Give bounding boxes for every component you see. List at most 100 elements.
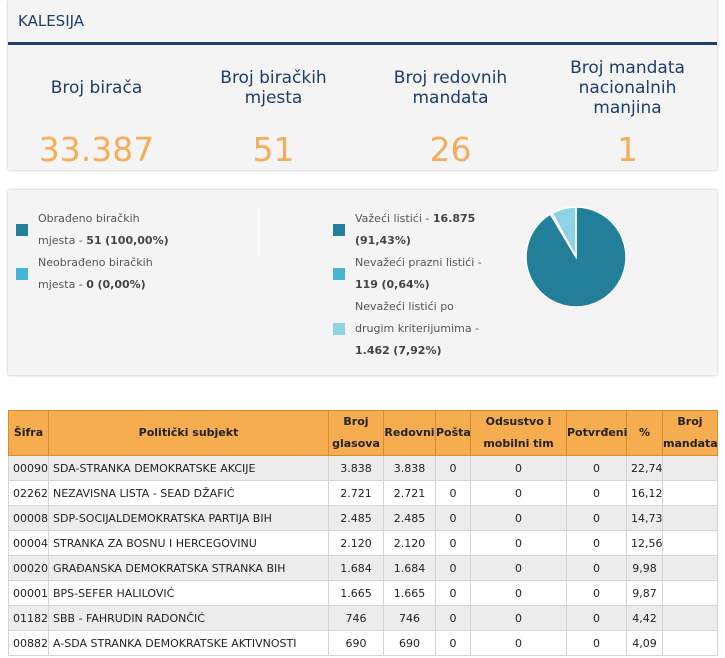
table-cell: 0 <box>566 480 627 506</box>
table-cell: 00008 <box>8 505 49 531</box>
table-cell <box>662 630 718 656</box>
column-header: Broj mandata <box>662 410 718 456</box>
table-cell: 0 <box>435 630 471 656</box>
legend-swatch <box>333 224 345 236</box>
pie-chart <box>525 206 627 308</box>
table-cell: 02262 <box>8 480 49 506</box>
table-cell: SBB - FAHRUDIN RADONČIĆ <box>48 605 329 631</box>
table-cell: 1.684 <box>383 555 436 581</box>
legend-swatch <box>333 323 345 335</box>
stat-label: Broj biračkih mjesta <box>220 68 327 108</box>
legend-name: Nevažeći listići po drugim kriterijumima… <box>355 300 480 335</box>
table-cell: 0 <box>566 530 627 556</box>
table-cell: 01182 <box>8 605 49 631</box>
table-row: 00001 BPS-SEFER HALILOVIĆ 1.665 1.665 0 0 0 9,8… <box>8 580 718 606</box>
table-cell: 0 <box>435 605 471 631</box>
table-cell: GRAĐANSKA DEMOKRATSKA STRANKA BIH <box>48 555 329 581</box>
legend-count: 16.875 <box>432 212 476 225</box>
table-cell <box>662 605 718 631</box>
table-cell: 2.485 <box>383 505 436 531</box>
legend-swatch <box>16 268 28 280</box>
results-table: Šifra Politički subjekt Broj glasova Redovn… <box>8 410 718 656</box>
legend-name: Obrađeno biračkih mjesta - <box>38 212 140 247</box>
table-cell: 00001 <box>8 580 49 606</box>
legend-item: Neobrađeno biračkih mjesta - 0 (0,00%) <box>38 252 178 296</box>
table-cell <box>662 555 718 581</box>
table-cell: 1.665 <box>383 580 436 606</box>
table-cell: 2.721 <box>328 480 384 506</box>
table-cell: 746 <box>383 605 436 631</box>
legend-item: Nevažeći listići po drugim kriterijumima… <box>355 296 495 362</box>
legend-percent: (0,64%) <box>381 278 430 291</box>
table-cell: 1.665 <box>328 580 384 606</box>
table-cell: 0 <box>566 630 627 656</box>
summary-panel: KALESIJA Broj birača 33.387 Broj biračkih … <box>8 0 717 170</box>
table-row: 02262 NEZAVISNA LISTA - SEAD DŽAFIĆ 2.721 2… <box>8 480 718 506</box>
pie-slice <box>551 206 577 258</box>
column-header: Odsustvo i mobilni tim <box>470 410 567 456</box>
table-cell: 9,87 <box>626 580 663 606</box>
column-header: Pošta <box>435 410 471 456</box>
legend-name: Nevažeći prazni listići - <box>355 256 482 269</box>
table-cell: 746 <box>328 605 384 631</box>
table-cell: 16,12 <box>626 480 663 506</box>
table-cell: 0 <box>435 455 471 481</box>
table-cell: 0 <box>435 555 471 581</box>
table-row: 00090 SDA-STRANKA DEMOKRATSKE AKCIJE 3.838… <box>8 455 718 481</box>
table-cell: 690 <box>328 630 384 656</box>
table-cell: 1.684 <box>328 555 384 581</box>
table-cell: 14,73 <box>626 505 663 531</box>
legend-swatch <box>333 268 345 280</box>
legend-percent: (100,00%) <box>105 234 169 247</box>
table-cell: 0 <box>566 505 627 531</box>
table-cell: 0 <box>435 480 471 506</box>
legend-item: Važeći listići - 16.875 (91,43%) <box>355 208 495 252</box>
table-cell: NEZAVISNA LISTA - SEAD DŽAFIĆ <box>48 480 329 506</box>
stat-label: Broj mandata nacionalnih manjina <box>570 58 685 118</box>
table-cell: 00020 <box>8 555 49 581</box>
legend-count: 119 <box>355 278 378 291</box>
table-cell: 0 <box>470 480 567 506</box>
table-cell: 0 <box>566 580 627 606</box>
pie-panel: Obrađeno biračkih mjesta - 51 (100,00%) N… <box>8 190 717 375</box>
column-header: Potvrđeni <box>566 410 627 456</box>
table-cell: BPS-SEFER HALILOVIĆ <box>48 580 329 606</box>
table-row: 00882 A-SDA STRANKA DEMOKRATSKE AKTIVNOST… <box>8 630 718 656</box>
legend-name: Važeći listići - <box>355 212 430 225</box>
table-cell: 22,74 <box>626 455 663 481</box>
table-row: 00004 STRANKA ZA BOSNU I HERCEGOVINU 2.120… <box>8 530 718 556</box>
table-cell: 00882 <box>8 630 49 656</box>
table-cell: 0 <box>470 505 567 531</box>
pie-chart <box>258 207 260 257</box>
legend-count: 1.462 <box>355 344 390 357</box>
table-cell: 2.120 <box>328 530 384 556</box>
table-cell: 2.485 <box>328 505 384 531</box>
table-cell: 0 <box>566 555 627 581</box>
table-cell <box>662 580 718 606</box>
stat: Broj mandata nacionalnih manjina 1 <box>539 52 716 169</box>
table-row: 01182 SBB - FAHRUDIN RADONČIĆ 746 746 0 0 0 4,4… <box>8 605 718 631</box>
column-header: % <box>626 410 663 456</box>
table-cell: 00090 <box>8 455 49 481</box>
stat-value: 26 <box>429 130 472 169</box>
stat: Broj birača 33.387 <box>8 52 185 169</box>
legend-percent: (91,43%) <box>355 234 411 247</box>
table-cell: 0 <box>566 455 627 481</box>
table-cell: 2.120 <box>383 530 436 556</box>
legend-item: Obrađeno biračkih mjesta - 51 (100,00%) <box>38 208 178 252</box>
legend-name: Neobrađeno biračkih mjesta - <box>38 256 153 291</box>
stat: Broj redovnih mandata 26 <box>362 52 539 169</box>
table-cell: A-SDA STRANKA DEMOKRATSKE AKTIVNOSTI <box>48 630 329 656</box>
table-cell: 4,09 <box>626 630 663 656</box>
table-cell <box>662 530 718 556</box>
table-row: 00020 GRAĐANSKA DEMOKRATSKA STRANKA BIH 1.… <box>8 555 718 581</box>
table-cell: 0 <box>435 580 471 606</box>
table-cell: 3.838 <box>383 455 436 481</box>
table-cell: 0 <box>470 555 567 581</box>
legend-percent: (7,92%) <box>393 344 442 357</box>
stat-value: 51 <box>252 130 295 169</box>
table-cell: STRANKA ZA BOSNU I HERCEGOVINU <box>48 530 329 556</box>
legend-count: 0 <box>86 278 94 291</box>
region-title: KALESIJA <box>8 0 717 45</box>
